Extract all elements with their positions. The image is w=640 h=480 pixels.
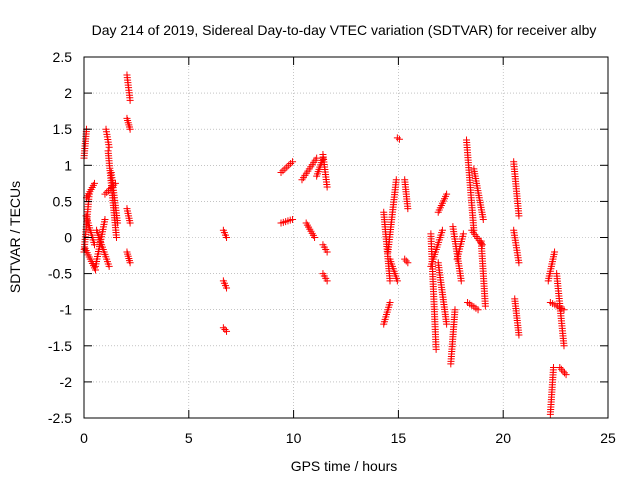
data-point bbox=[457, 277, 465, 285]
data-point bbox=[451, 306, 459, 314]
data-point bbox=[479, 215, 487, 223]
data-point bbox=[105, 262, 113, 270]
x-tick-label: 20 bbox=[495, 430, 511, 446]
data-point bbox=[223, 284, 231, 292]
data-point bbox=[551, 248, 559, 256]
data-point bbox=[386, 298, 394, 306]
y-tick-label: -2 bbox=[60, 374, 73, 390]
y-tick-label: -1 bbox=[60, 302, 73, 318]
data-point bbox=[323, 183, 331, 191]
data-point bbox=[395, 135, 403, 143]
y-tick-label: -2.5 bbox=[48, 410, 72, 426]
data-point bbox=[386, 277, 394, 285]
data-point bbox=[90, 179, 98, 187]
y-tick-label: 0.5 bbox=[53, 193, 73, 209]
data-point bbox=[126, 259, 134, 267]
data-point bbox=[323, 277, 331, 285]
data-point bbox=[443, 190, 451, 198]
x-tick-label: 15 bbox=[391, 430, 407, 446]
data-point bbox=[112, 234, 120, 241]
x-tick-label: 0 bbox=[80, 430, 88, 446]
data-point bbox=[515, 331, 523, 339]
data-point bbox=[101, 215, 109, 223]
data-point bbox=[311, 234, 319, 241]
data-point bbox=[393, 277, 401, 285]
data-point bbox=[404, 259, 412, 267]
data-point bbox=[481, 302, 489, 310]
data-point bbox=[562, 371, 570, 379]
data-point bbox=[323, 248, 331, 256]
data-point bbox=[560, 342, 568, 350]
data-point bbox=[557, 365, 565, 373]
y-tick-label: 2 bbox=[64, 85, 72, 101]
y-tick-label: 2.5 bbox=[53, 49, 73, 65]
data-point bbox=[289, 158, 297, 166]
y-tick-label: 0 bbox=[64, 230, 72, 246]
data-point bbox=[474, 306, 482, 314]
data-point bbox=[126, 125, 134, 133]
x-axis-label: GPS time / hours bbox=[291, 458, 398, 474]
data-point bbox=[550, 363, 558, 371]
data-point bbox=[313, 154, 321, 162]
data-point bbox=[106, 185, 114, 193]
data-point bbox=[289, 215, 297, 223]
data-point bbox=[101, 190, 109, 198]
data-point bbox=[114, 219, 122, 227]
data-point bbox=[392, 176, 400, 184]
data-point bbox=[221, 326, 229, 334]
data-point bbox=[103, 188, 111, 196]
x-tick-label: 25 bbox=[600, 430, 616, 446]
grid-lines bbox=[84, 57, 608, 418]
y-tick-label: -0.5 bbox=[48, 266, 72, 282]
x-tick-label: 10 bbox=[286, 430, 302, 446]
y-tick-label: 1 bbox=[64, 157, 72, 173]
data-point bbox=[223, 327, 231, 335]
data-point bbox=[219, 324, 227, 332]
data-point bbox=[515, 212, 523, 220]
data-point bbox=[432, 345, 440, 353]
data-point bbox=[438, 226, 446, 234]
data-points bbox=[80, 71, 570, 418]
data-point bbox=[459, 230, 467, 238]
data-point bbox=[559, 367, 567, 375]
chart-title: Day 214 of 2019, Sidereal Day-to-day VTE… bbox=[92, 22, 597, 38]
data-point bbox=[105, 143, 113, 151]
y-axis-label: SDTVAR / TECUs bbox=[7, 181, 23, 293]
axes: -2.5 -2 -1.5 -1 -0.5 0 0.5 1 1.5 2 2.5 0 5 10 15 20 25 bbox=[48, 49, 616, 446]
data-point bbox=[126, 219, 134, 227]
data-point bbox=[560, 306, 568, 314]
data-point bbox=[515, 259, 523, 267]
data-point bbox=[402, 257, 410, 265]
data-point bbox=[556, 363, 564, 371]
data-point bbox=[126, 96, 134, 104]
y-tick-label: -1.5 bbox=[48, 338, 72, 354]
data-point bbox=[90, 241, 98, 249]
data-point bbox=[223, 234, 231, 241]
data-point bbox=[443, 320, 451, 328]
data-point bbox=[404, 205, 412, 213]
data-point bbox=[561, 369, 569, 377]
x-tick-label: 5 bbox=[185, 430, 193, 446]
y-tick-label: 1.5 bbox=[53, 121, 73, 137]
data-point bbox=[401, 255, 409, 263]
data-point bbox=[478, 241, 486, 249]
